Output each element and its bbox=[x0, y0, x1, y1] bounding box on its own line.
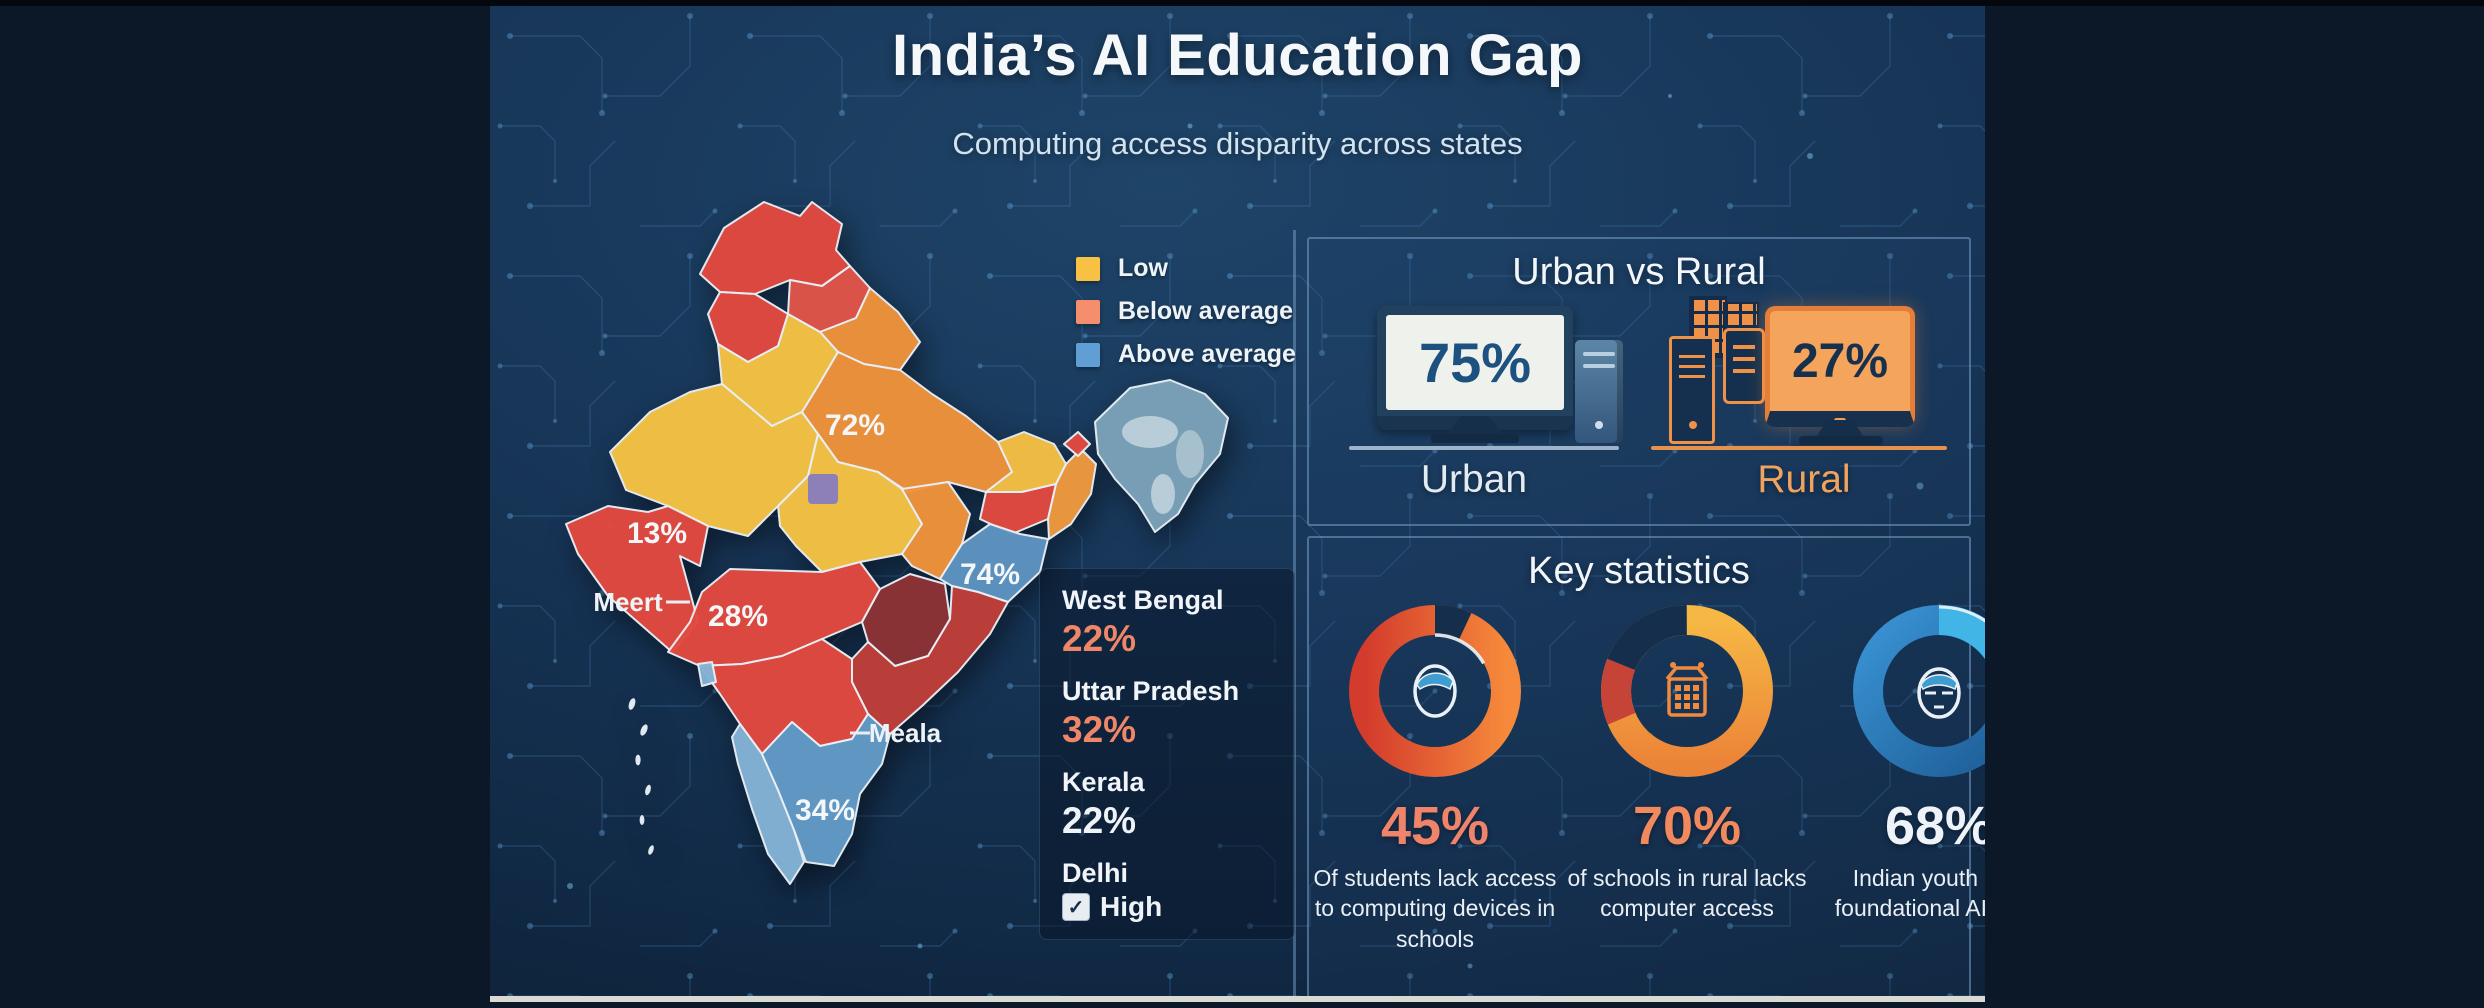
legend-item-above-average: Above average bbox=[1076, 340, 1296, 369]
legend-item-low: Low bbox=[1076, 254, 1296, 283]
stat-percentage: 45% bbox=[1380, 796, 1490, 856]
state-sikkim bbox=[1063, 431, 1091, 457]
school-building-icon bbox=[1665, 662, 1709, 717]
map-callout-meert: Meert bbox=[593, 587, 663, 617]
state-goa bbox=[697, 661, 717, 687]
state-value: 22% bbox=[1062, 618, 1137, 659]
legend-label: Above average bbox=[1118, 340, 1296, 368]
stat-row-delhi: Delhi ✓ High bbox=[1062, 858, 1272, 923]
stat-percentage: 68% bbox=[1884, 796, 1985, 856]
map-value-label-odisha: 74% bbox=[960, 558, 1020, 591]
state-value: ✓ High bbox=[1062, 891, 1272, 923]
tablet-icon bbox=[1723, 328, 1765, 404]
monitor-stand bbox=[1817, 420, 1863, 436]
school-windows bbox=[1675, 685, 1699, 709]
stat-row-uttar-pradesh: Uttar Pradesh 32% bbox=[1062, 676, 1272, 751]
state-stats-panel: West Bengal 22% Uttar Pradesh 32% Kerala… bbox=[1039, 568, 1295, 940]
stat-caption: Of students lack access to computing dev… bbox=[1313, 865, 1557, 952]
stat-percentage: 70% bbox=[1632, 796, 1742, 856]
legend-swatch-below-average bbox=[1076, 299, 1100, 324]
urban-column: 75% Urban bbox=[1309, 296, 1639, 502]
india-map: 72% 13% 28% 74% 34% Meert Meala bbox=[565, 201, 1229, 885]
map-value-label-tamil-nadu: 34% bbox=[795, 794, 855, 827]
stat-caption: of schools in rural lacks computer acces… bbox=[1567, 865, 1807, 922]
map-value-label-gujarat: 13% bbox=[627, 517, 687, 550]
state-west-bengal bbox=[1047, 448, 1097, 540]
stat-students-devices: 45% Of students lack access to computing… bbox=[1309, 601, 1561, 954]
map-labels-group: 72% 13% 28% 74% 34% Meert Meala bbox=[593, 409, 1020, 827]
stat-youth-ai-skills: 68% Indian youth lack foundational AI sk… bbox=[1813, 601, 1985, 954]
legend-label: Low bbox=[1118, 254, 1168, 282]
state-name: Uttar Pradesh bbox=[1062, 676, 1240, 706]
stat-row-kerala: Kerala 22% bbox=[1062, 767, 1272, 842]
urban-label: Urban bbox=[1420, 458, 1528, 501]
top-border bbox=[0, 0, 2484, 6]
infographic: India’s AI Education Gap Computing acces… bbox=[490, 6, 1985, 1002]
state-odisha bbox=[939, 523, 1049, 603]
legend-swatch-low bbox=[1076, 256, 1100, 281]
donut-chart-red bbox=[1349, 605, 1521, 777]
northeast-highlight bbox=[1176, 430, 1204, 478]
state-name: West Bengal bbox=[1062, 585, 1224, 615]
rural-column: 27% Rural bbox=[1639, 296, 1969, 502]
map-states-group bbox=[565, 201, 1229, 885]
rural-computer-illustration: 27% bbox=[1649, 296, 1959, 452]
urban-vs-rural-panel: Urban vs Rural 75% bbox=[1307, 237, 1971, 526]
rural-percentage: 27% bbox=[1791, 334, 1889, 388]
urban-vs-rural-title: Urban vs Rural bbox=[1512, 251, 1766, 293]
state-tamil-nadu bbox=[761, 713, 891, 867]
stat-rural-schools: 70% of schools in rural lacks computer a… bbox=[1561, 601, 1813, 954]
urban-computer-illustration: 75% bbox=[1319, 296, 1629, 452]
student-head-icon bbox=[1413, 664, 1457, 718]
monitor-stand bbox=[1447, 416, 1503, 434]
youth-face-icon bbox=[1917, 667, 1961, 719]
island-dots bbox=[628, 698, 654, 855]
donut-chart-orange bbox=[1601, 605, 1773, 777]
legend-item-below-average: Below average bbox=[1076, 297, 1296, 326]
state-northeast bbox=[1094, 379, 1229, 533]
rural-screen: 27% bbox=[1770, 311, 1910, 411]
donut-chart-blue bbox=[1853, 605, 1985, 777]
monitor-base bbox=[1431, 434, 1519, 443]
legend-label: Below average bbox=[1118, 297, 1294, 325]
state-jammu-kashmir bbox=[699, 201, 851, 295]
urban-percentage: 75% bbox=[1418, 331, 1532, 394]
urban-shelf-line bbox=[1349, 446, 1619, 450]
checkbox-icon: ✓ bbox=[1062, 893, 1090, 921]
rural-label: Rural bbox=[1757, 458, 1851, 501]
map-value-label-up: 72% bbox=[825, 409, 885, 442]
northeast-highlight bbox=[1151, 474, 1175, 514]
stat-row-west-bengal: West Bengal 22% bbox=[1062, 585, 1272, 660]
page-title: India’s AI Education Gap bbox=[892, 23, 1583, 88]
northeast-highlight bbox=[1122, 416, 1178, 448]
urban-rural-row: 75% Urban bbox=[1309, 296, 1969, 502]
rural-tower-icon bbox=[1669, 336, 1715, 444]
stat-caption: Indian youth lack foundational AI skills bbox=[1834, 865, 1985, 922]
state-value: 22% bbox=[1062, 800, 1137, 841]
delhi-rating: High bbox=[1100, 891, 1163, 922]
legend-swatch-above-average bbox=[1076, 342, 1100, 367]
urban-screen: 75% bbox=[1386, 315, 1564, 410]
rural-monitor-icon: 27% bbox=[1765, 306, 1915, 427]
state-gujarat bbox=[565, 505, 709, 653]
state-name: Kerala bbox=[1062, 767, 1145, 797]
map-legend: Low Below average Above average bbox=[1076, 254, 1296, 369]
pc-tower-icon bbox=[1575, 340, 1623, 443]
key-statistics-title: Key statistics bbox=[1528, 550, 1750, 592]
state-name: Delhi bbox=[1062, 858, 1129, 888]
key-statistics-panel: Key statistics bbox=[1307, 536, 1985, 998]
rural-shelf-line bbox=[1651, 446, 1947, 450]
state-maharashtra bbox=[667, 561, 881, 667]
urban-monitor-icon: 75% bbox=[1377, 306, 1573, 430]
key-statistics-row: 45% Of students lack access to computing… bbox=[1309, 601, 1985, 954]
map-callout-meala: Meala bbox=[869, 718, 942, 748]
state-value: 32% bbox=[1062, 709, 1137, 750]
bottom-border bbox=[490, 996, 1985, 1002]
page-subtitle: Computing access disparity across states bbox=[952, 126, 1523, 161]
state-delhi bbox=[808, 474, 838, 504]
monitor-base bbox=[1799, 436, 1883, 445]
map-value-label-maharashtra: 28% bbox=[708, 600, 768, 633]
